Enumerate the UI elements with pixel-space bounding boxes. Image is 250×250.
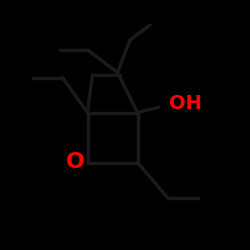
Text: OH: OH xyxy=(169,94,202,113)
Text: O: O xyxy=(66,152,84,172)
